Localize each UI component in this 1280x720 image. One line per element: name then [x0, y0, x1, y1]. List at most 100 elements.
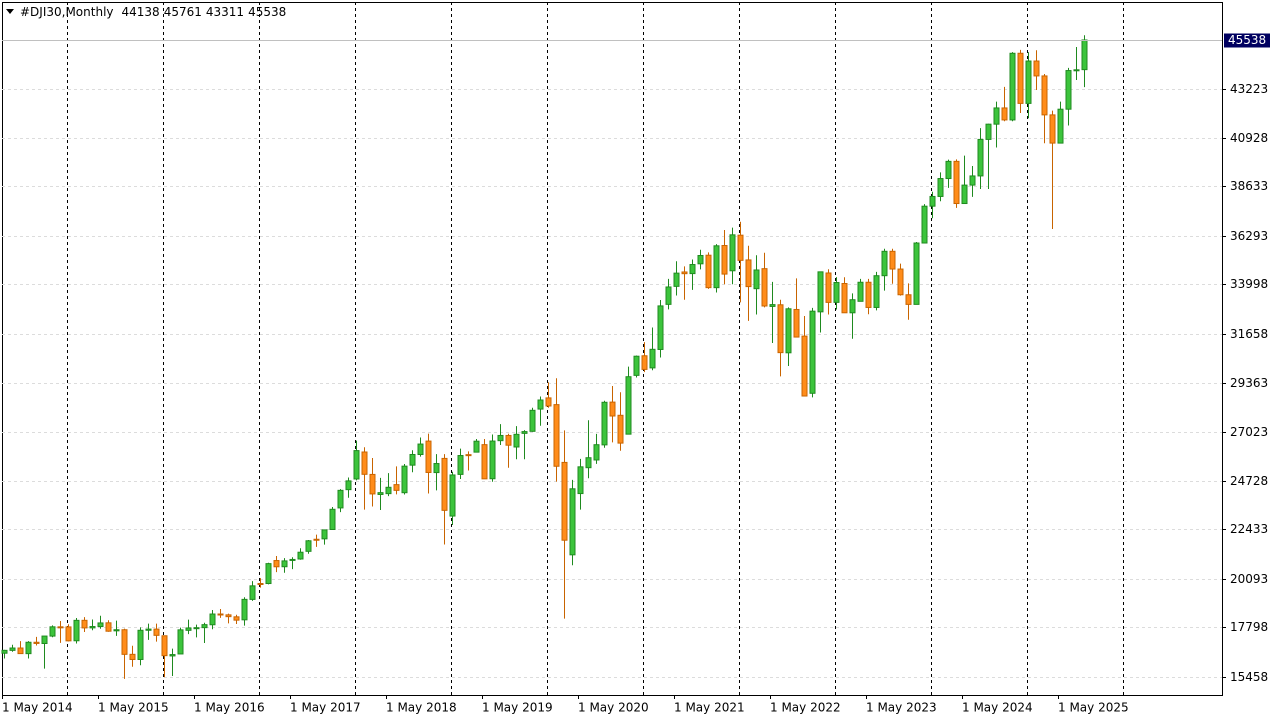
candle-body [585, 457, 592, 469]
candle-body [321, 529, 328, 540]
candle-body [225, 614, 232, 618]
candle-body [481, 444, 488, 480]
candle-body [41, 635, 48, 644]
candle-body [945, 160, 952, 180]
candle-body [569, 488, 576, 556]
candle-body [473, 440, 480, 453]
candle-body [905, 294, 912, 305]
candle-body [281, 560, 288, 568]
current-price-box [1224, 33, 1270, 48]
candle-body [1, 649, 8, 654]
x-tick-label: 1 May 2017 [290, 701, 361, 715]
candle-body [601, 401, 608, 446]
candle-body [985, 123, 992, 140]
candle-body [377, 492, 384, 495]
candle-body [857, 281, 864, 302]
candle-body [209, 613, 216, 626]
header-high: 45761 [164, 5, 202, 19]
x-tick-label: 1 May 2024 [962, 701, 1033, 715]
candle-body [33, 641, 40, 644]
candle-body [65, 626, 72, 642]
candle-body [233, 616, 240, 621]
candle-body [81, 619, 88, 629]
candle-body [953, 160, 960, 205]
candle-body [145, 628, 152, 631]
candle-body [801, 335, 808, 397]
candle-body [745, 259, 752, 288]
header-open: 44138 [122, 5, 160, 19]
menu-triangle[interactable] [6, 9, 14, 14]
candle-body [873, 275, 880, 308]
candle-body [697, 255, 704, 265]
x-tick-label: 1 May 2023 [866, 701, 937, 715]
y-tick-label: 33998 [1230, 277, 1268, 291]
candle-body [9, 647, 16, 651]
candle-body [241, 598, 248, 621]
y-tick-label: 17798 [1230, 620, 1268, 634]
y-tick-label: 38633 [1230, 179, 1268, 193]
candle-body [193, 627, 200, 630]
x-tick-label: 1 May 2014 [2, 701, 73, 715]
candle-body [1009, 52, 1016, 121]
candle-body [129, 653, 136, 660]
candle-body [593, 444, 600, 461]
candle-body [969, 175, 976, 186]
candle-body [137, 629, 144, 660]
candle-body [849, 299, 856, 314]
candle-body [929, 195, 936, 207]
candle-body [937, 178, 944, 197]
candle-body [761, 268, 768, 307]
candle-body [457, 455, 464, 475]
candle-body [793, 308, 800, 338]
candle-body [737, 234, 744, 261]
candle-body [353, 450, 360, 480]
candle-body [817, 271, 824, 313]
candle-body [257, 583, 264, 586]
candle-body [25, 641, 32, 655]
candle-body [1033, 60, 1040, 77]
candle-body [169, 654, 176, 657]
candle-body [921, 205, 928, 244]
candle-body [297, 551, 304, 560]
candle-body [1073, 69, 1080, 72]
candle-body [561, 461, 568, 541]
x-tick-label: 1 May 2021 [674, 701, 745, 715]
candle-body [545, 397, 552, 407]
candle-body [217, 613, 224, 616]
candle-body [1057, 108, 1064, 144]
candle-body [185, 627, 192, 631]
candle-body [769, 304, 776, 307]
candle-body [913, 242, 920, 305]
candle-body [17, 647, 24, 655]
candle-body [449, 474, 456, 517]
candle-body [641, 355, 648, 370]
candle-body [609, 401, 616, 417]
candle-body [361, 451, 368, 475]
candle-body [665, 286, 672, 305]
candle-body [753, 269, 760, 290]
candle-body [489, 440, 496, 480]
candle-body [537, 399, 544, 410]
candle-body [441, 457, 448, 511]
candle-body [433, 463, 440, 474]
candle-body [833, 282, 840, 303]
header-low: 43311 [206, 5, 244, 19]
candle-body [649, 348, 656, 369]
plot-frame [2, 2, 1223, 696]
candle-body [417, 443, 424, 456]
candle-body [993, 107, 1000, 125]
candle-body [865, 281, 872, 308]
candle-body [617, 414, 624, 444]
y-tick-label: 27023 [1230, 425, 1268, 439]
x-tick-label: 1 May 2019 [482, 701, 553, 715]
chart-header: #DJI30,Monthly 44138 45761 43311 45538 [20, 5, 286, 19]
candle-body [393, 484, 400, 491]
candle-body [57, 626, 64, 629]
candle-body [121, 629, 128, 655]
candle-body [1017, 52, 1024, 104]
candle-body [1049, 114, 1056, 144]
candle-body [1001, 107, 1008, 121]
candle-body [401, 465, 408, 494]
